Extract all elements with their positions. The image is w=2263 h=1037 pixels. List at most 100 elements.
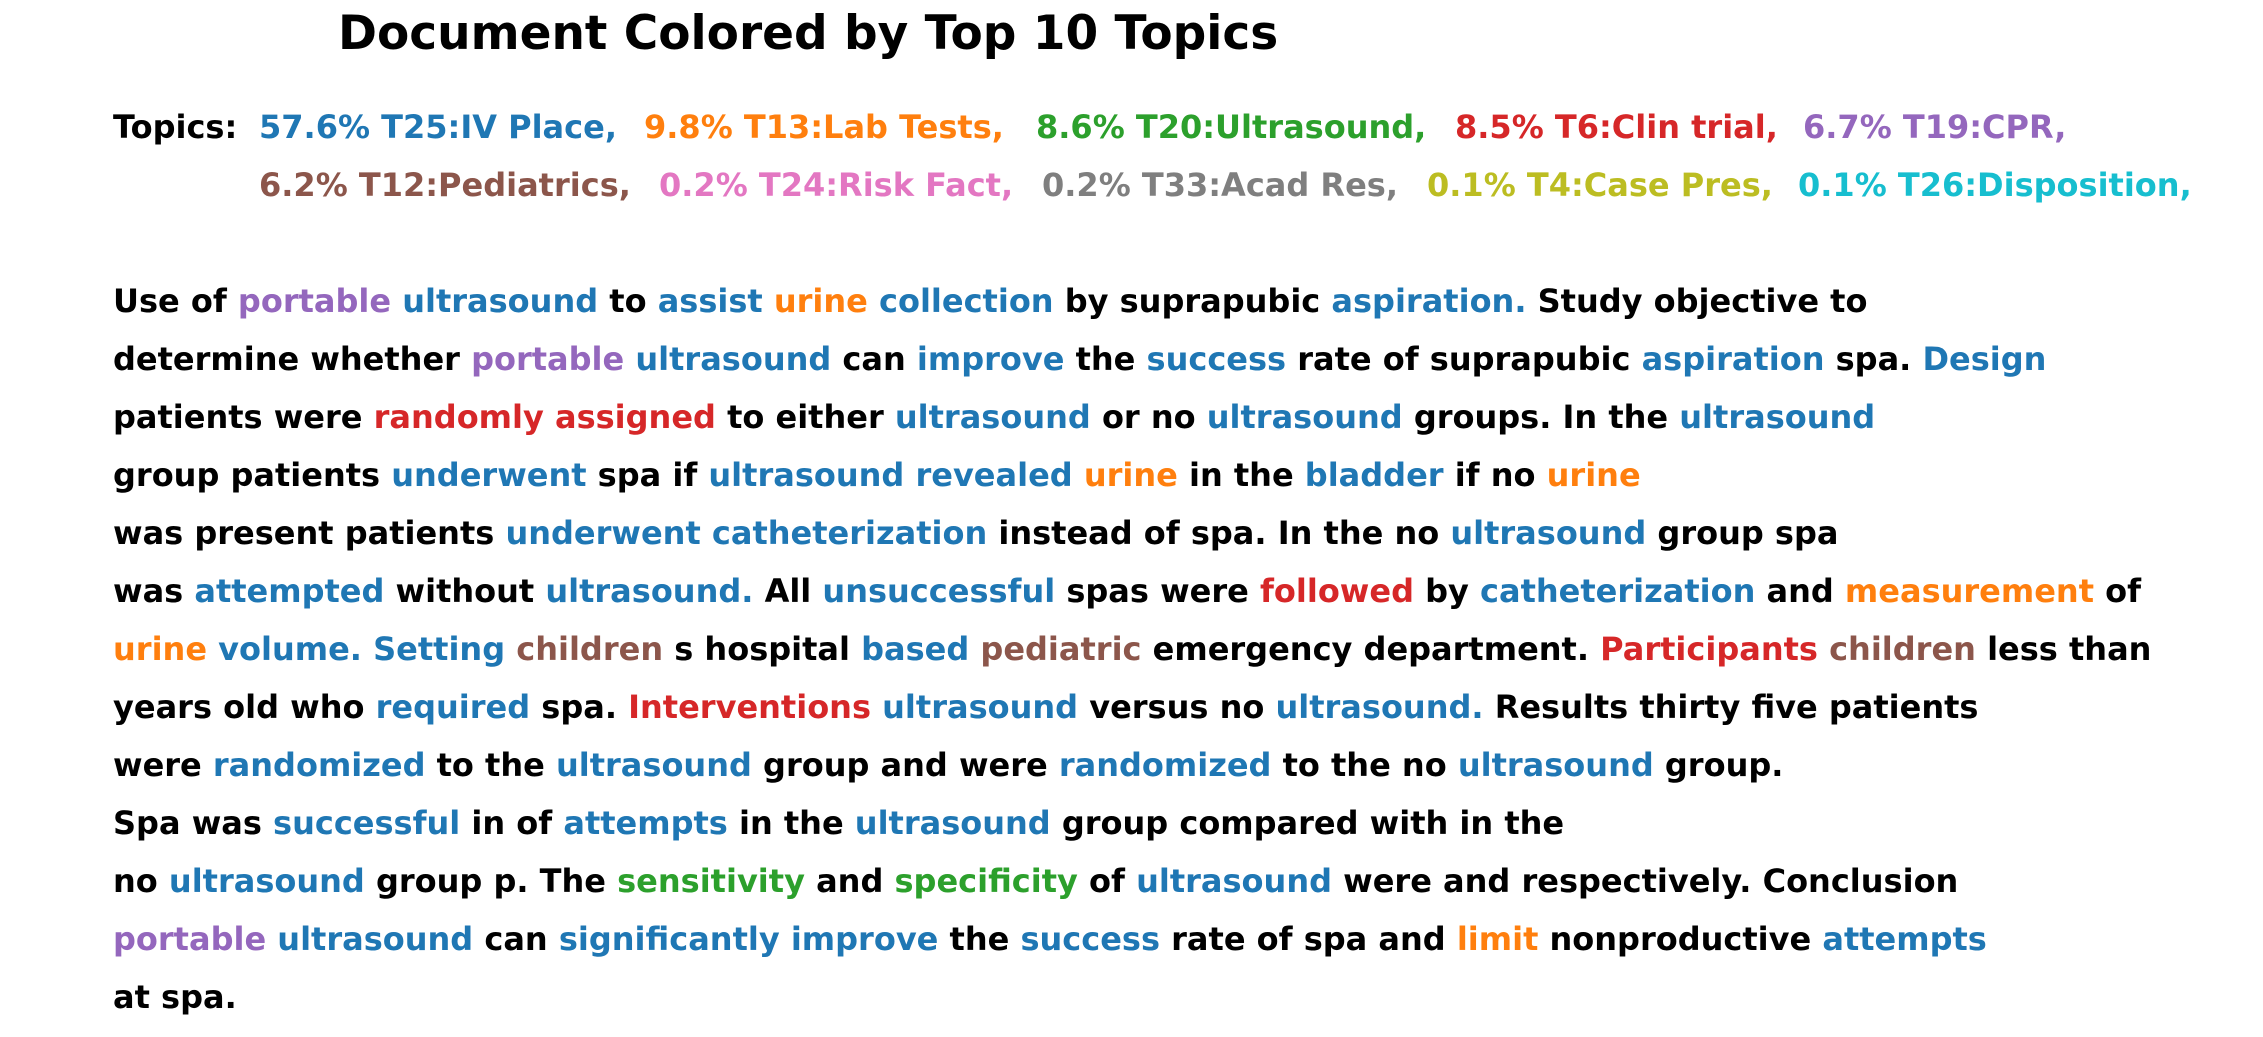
document-text bbox=[780, 920, 791, 958]
document-text: Use of bbox=[113, 282, 238, 320]
document-line: was present patients underwent catheteri… bbox=[113, 504, 1838, 562]
topic-word-t25: ultrasound bbox=[854, 804, 1051, 842]
topic-word-t25: ultrasound bbox=[882, 688, 1079, 726]
topic-word-t19: portable bbox=[113, 920, 267, 958]
document-text bbox=[871, 688, 882, 726]
document-text: by suprapubic bbox=[1053, 282, 1332, 320]
document-text: were and respectively. Conclusion bbox=[1332, 862, 1959, 900]
topic-word-t25: ultrasound bbox=[168, 862, 365, 900]
document-text: Results thirty five patients bbox=[1483, 688, 1979, 726]
topic-word-t25: catheterization bbox=[711, 514, 988, 552]
topic-word-t13: urine bbox=[1546, 456, 1641, 494]
topic-word-t6: followed bbox=[1259, 572, 1414, 610]
topic-word-t25: Design bbox=[1922, 340, 2047, 378]
document-text: years old who bbox=[113, 688, 376, 726]
document-text bbox=[969, 630, 980, 668]
document-text: to the no bbox=[1271, 746, 1458, 784]
document-text: if no bbox=[1443, 456, 1547, 494]
document-text bbox=[624, 340, 635, 378]
topic-word-t25: ultrasound. bbox=[1275, 688, 1484, 726]
document-line: no ultrasound group p. The sensitivity a… bbox=[113, 852, 1958, 910]
document-text: of bbox=[1077, 862, 1137, 900]
document-text: group p. The bbox=[364, 862, 618, 900]
document-text: by bbox=[1413, 572, 1481, 610]
document-text: determine whether bbox=[113, 340, 472, 378]
topic-legend-row-1: Topics: bbox=[113, 98, 237, 156]
document-text bbox=[701, 514, 712, 552]
topic-word-t25: ultrasound bbox=[1206, 398, 1403, 436]
document-line: determine whether portable ultrasound ca… bbox=[113, 330, 2046, 388]
topic-word-t6: Interventions bbox=[628, 688, 871, 726]
topic-word-t20: specificity bbox=[894, 862, 1078, 900]
document-text: spa. bbox=[530, 688, 629, 726]
topic-word-t25: success bbox=[1020, 920, 1160, 958]
document-text: nonproductive bbox=[1538, 920, 1823, 958]
document-text: instead of spa. In the no bbox=[987, 514, 1451, 552]
topics-label: Topics: bbox=[113, 108, 238, 146]
document-text: versus no bbox=[1078, 688, 1276, 726]
topic-word-t25: unsuccessful bbox=[822, 572, 1056, 610]
topic-word-t25: ultrasound bbox=[277, 920, 474, 958]
document-text: rate of spa and bbox=[1160, 920, 1457, 958]
document-text: to bbox=[598, 282, 658, 320]
topic-word-t6: assigned bbox=[554, 398, 716, 436]
topic-entry-t25: 57.6% T25:IV Place, bbox=[259, 108, 617, 146]
document-text: patients were bbox=[113, 398, 374, 436]
document-text: Study objective to bbox=[1526, 282, 1868, 320]
document-line: Use of portable ultrasound to assist uri… bbox=[113, 272, 1867, 330]
document-text: groups. In the bbox=[1402, 398, 1680, 436]
document-text: s hospital bbox=[663, 630, 862, 668]
topic-word-t25: ultrasound bbox=[1450, 514, 1647, 552]
topic-entry-t33: 0.2% T33:Acad Res, bbox=[1042, 166, 1398, 204]
document-text bbox=[505, 630, 516, 668]
document-text bbox=[391, 282, 402, 320]
topic-entry-t24: 0.2% T24:Risk Fact, bbox=[659, 166, 1014, 204]
document-text: without bbox=[384, 572, 546, 610]
topic-word-t25: ultrasound bbox=[894, 398, 1091, 436]
topic-word-t25: ultrasound bbox=[1679, 398, 1876, 436]
topic-entry-t12: 6.2% T12:Pediatrics, bbox=[259, 166, 631, 204]
topic-word-t25: based bbox=[861, 630, 970, 668]
document-text: were bbox=[113, 746, 213, 784]
document-line: years old who required spa. Intervention… bbox=[113, 678, 1978, 736]
topic-word-t25: underwent bbox=[391, 456, 587, 494]
topic-word-t19: portable bbox=[237, 282, 392, 320]
topic-entry-t20: 8.6% T20:Ultrasound, bbox=[1036, 108, 1427, 146]
document-text bbox=[868, 282, 879, 320]
document-text bbox=[1818, 630, 1829, 668]
topic-word-t20: sensitivity bbox=[617, 862, 805, 900]
document-text: less than bbox=[1975, 630, 2152, 668]
document-text: the bbox=[1064, 340, 1147, 378]
topic-word-t13: measurement bbox=[1844, 572, 2094, 610]
document-text: the bbox=[938, 920, 1021, 958]
topic-word-t25: ultrasound bbox=[402, 282, 599, 320]
topic-word-t25: success bbox=[1146, 340, 1287, 378]
topic-word-t25: successful bbox=[273, 804, 461, 842]
topic-entry-t6: 8.5% T6:Clin trial, bbox=[1455, 108, 1778, 146]
document-text: Spa was bbox=[113, 804, 274, 842]
topic-word-t25: underwent bbox=[505, 514, 701, 552]
document-text bbox=[1073, 456, 1084, 494]
document-text: was bbox=[113, 572, 195, 610]
topic-word-t25: Setting bbox=[373, 630, 506, 668]
document-text: in of bbox=[460, 804, 564, 842]
topic-word-t6: Participants bbox=[1600, 630, 1818, 668]
topic-word-t25: attempts bbox=[1822, 920, 1987, 958]
topic-word-t25: revealed bbox=[915, 456, 1073, 494]
document-line: group patients underwent spa if ultrasou… bbox=[113, 446, 1641, 504]
document-text: at spa. bbox=[113, 978, 237, 1016]
topic-word-t25: aspiration bbox=[1641, 340, 1825, 378]
document-text: can bbox=[473, 920, 559, 958]
document-line: were randomized to the ultrasound group … bbox=[113, 736, 1783, 794]
document-text: spa. bbox=[1824, 340, 1923, 378]
document-text bbox=[266, 920, 277, 958]
topic-word-t25: improve bbox=[916, 340, 1065, 378]
document-text bbox=[362, 630, 373, 668]
topic-word-t12: children bbox=[516, 630, 664, 668]
document-text: and bbox=[1755, 572, 1845, 610]
document-text: All bbox=[753, 572, 823, 610]
topic-word-t25: ultrasound bbox=[1457, 746, 1654, 784]
document-text bbox=[207, 630, 218, 668]
topic-word-t25: attempts bbox=[563, 804, 728, 842]
document-text: spa if bbox=[586, 456, 709, 494]
